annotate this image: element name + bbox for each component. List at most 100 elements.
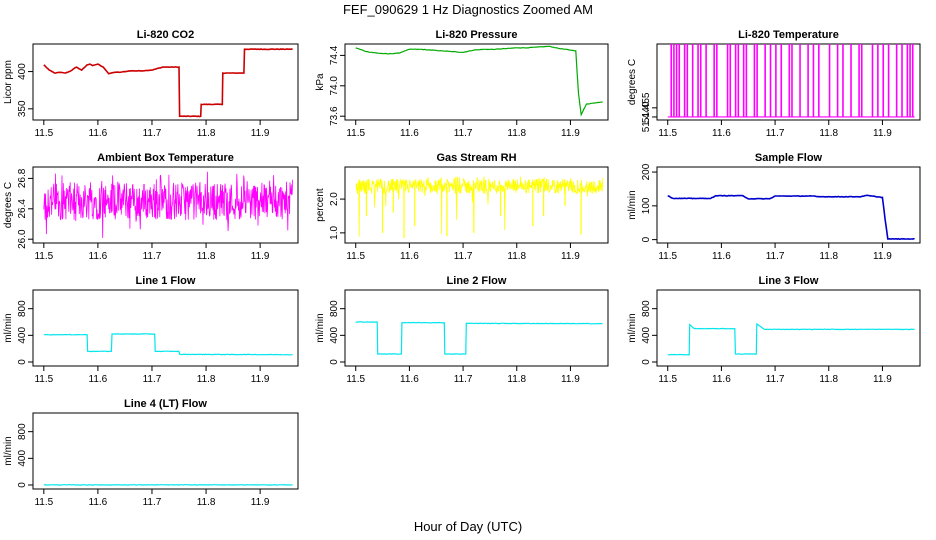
y-tick-label: 800 — [17, 423, 28, 440]
plot-area — [355, 321, 603, 355]
x-tick-label: 11.9 — [251, 374, 270, 385]
panel-title: Ambient Box Temperature — [97, 152, 234, 164]
series-line — [43, 333, 293, 356]
spike-mark — [850, 44, 852, 117]
spike-mark — [675, 44, 678, 117]
spike-mark — [745, 44, 748, 117]
panel-4: Ambient Box Temperature 11.5 11.6 11.7 11.8 1… — [3, 152, 299, 262]
x-tick-label: 11.7 — [454, 128, 473, 139]
y-tick-label: 400 — [641, 327, 652, 344]
x-tick-label: 11.5 — [658, 251, 677, 262]
y-tick-label: 0 — [641, 236, 652, 242]
y-axis-label: ml/min — [627, 313, 638, 342]
series-line — [355, 176, 603, 237]
x-tick-label: 11.9 — [873, 128, 892, 139]
spike-mark — [729, 44, 732, 117]
plot-frame — [344, 166, 609, 244]
plot-area — [43, 483, 293, 486]
x-tick-label: 11.5 — [346, 251, 365, 262]
series-line — [43, 483, 293, 486]
x-tick-label: 11.7 — [143, 497, 162, 508]
x-tick-label: 11.6 — [400, 374, 419, 385]
y-tick-label: 26.8 — [17, 168, 28, 188]
spike-mark — [699, 44, 702, 117]
panel-6: Sample Flow 11.5 11.6 11.7 11.8 11.9 0 100 200ml… — [627, 152, 921, 262]
x-tick-label: 11.6 — [400, 128, 419, 139]
x-tick-label: 11.8 — [197, 128, 216, 139]
plot-area — [355, 45, 603, 117]
spike-mark — [753, 44, 756, 117]
plot-frame — [32, 166, 299, 244]
spike-mark — [737, 44, 740, 117]
spike-mark — [734, 44, 737, 117]
y-tick-label: 74.0 — [329, 76, 340, 96]
plot-area — [667, 322, 915, 356]
panel-7: Line 1 Flow 11.5 11.6 11.7 11.8 11.9 0 400 800ml… — [3, 275, 299, 385]
spike-mark — [683, 44, 686, 117]
x-tick-label: 11.5 — [34, 374, 53, 385]
y-tick-label: 0 — [17, 482, 28, 488]
plot-area — [667, 44, 915, 118]
spike-mark — [756, 44, 758, 117]
series-line — [667, 322, 915, 356]
x-tick-label: 11.8 — [197, 374, 216, 385]
spike-mark — [716, 44, 718, 117]
x-tick-label: 11.5 — [346, 128, 365, 139]
panel-title: Line 1 Flow — [136, 275, 196, 287]
spike-mark — [764, 44, 766, 117]
x-tick-label: 11.6 — [400, 251, 419, 262]
y-axis-label: degrees C — [3, 182, 14, 228]
y-tick-label: 100 — [641, 197, 652, 214]
y-tick-label: 800 — [641, 300, 652, 317]
y-axis-label: degrees C — [627, 59, 638, 105]
y-axis-label: ml/min — [3, 436, 14, 465]
spike-mark — [697, 44, 699, 117]
plot-frame — [344, 43, 609, 121]
y-tick-label: 400 — [17, 63, 28, 80]
panel-5: Gas Stream RH 11.5 11.6 11.7 11.8 11.9 1.0 2.0p… — [315, 152, 609, 262]
y-tick-label: 350 — [17, 100, 28, 117]
x-tick-label: 11.7 — [143, 251, 162, 262]
panel-title: Line 3 Flow — [759, 275, 819, 287]
spike-mark — [871, 44, 874, 117]
y-axis-label: percent — [315, 188, 326, 222]
y-axis-label: kPa — [315, 73, 326, 91]
spike-mark — [828, 44, 831, 117]
x-tick-label: 11.7 — [454, 251, 473, 262]
y-tick-label: 26.0 — [17, 229, 28, 249]
plot-frame — [656, 289, 921, 367]
panel-title: Li-820 CO2 — [137, 29, 194, 41]
x-tick-label: 11.5 — [34, 497, 53, 508]
panel-9: Line 3 Flow 11.5 11.6 11.7 11.8 11.9 0 400 800ml… — [627, 275, 921, 385]
spike-mark — [713, 44, 715, 117]
spike-mark — [769, 44, 772, 117]
plot-frame — [344, 289, 609, 367]
panel-title: Li-820 Pressure — [436, 29, 518, 41]
y-tick-label: 1.0 — [329, 225, 340, 239]
spike-mark — [877, 44, 879, 117]
x-tick-label: 11.7 — [143, 128, 162, 139]
x-tick-label: 11.6 — [89, 374, 108, 385]
y-tick-label: 0 — [329, 359, 340, 365]
plot-area — [43, 171, 293, 239]
y-tick-label: 26.4 — [17, 199, 28, 219]
spike-mark — [670, 44, 673, 117]
x-tick-label: 11.6 — [712, 251, 731, 262]
spike-mark — [686, 44, 689, 117]
x-tick-label: 11.8 — [507, 128, 526, 139]
spike-mark — [678, 44, 681, 117]
x-tick-label: 11.7 — [766, 251, 785, 262]
panel-1: Li-820 CO2 11.5 11.6 11.7 11.8 11.9 350 400Lico… — [3, 29, 299, 139]
series-line — [43, 48, 293, 118]
spike-mark — [818, 44, 820, 117]
panel-2: Li-820 Pressure 11.5 11.6 11.7 11.8 11.9 73.6 7… — [315, 29, 609, 139]
panel-title: Line 4 (LT) Flow — [124, 398, 207, 410]
y-tick-label: 400 — [17, 450, 28, 467]
panel-title: Li-820 Temperature — [738, 29, 839, 41]
plot-area — [355, 176, 603, 238]
y-axis-label: ml/min — [3, 313, 14, 342]
x-tick-label: 11.8 — [197, 497, 216, 508]
x-tick-label: 11.6 — [89, 128, 108, 139]
